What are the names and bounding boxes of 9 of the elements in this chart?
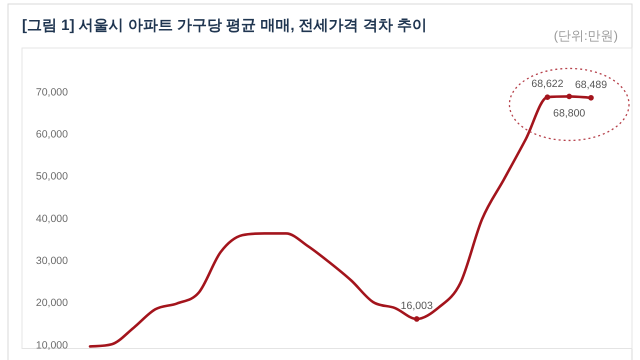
title: [그림 1] 서울시 아파트 가구당 평균 매매, 전세가격 격차 추이 xyxy=(22,17,428,34)
y-tick-label: 70,000 xyxy=(36,86,68,98)
y-tick-label: 10,000 xyxy=(36,339,68,352)
y-tick-label: 50,000 xyxy=(36,170,68,183)
y-tick-label: 20,000 xyxy=(36,297,68,310)
y-tick-label: 60,000 xyxy=(36,128,68,141)
y-tick-label: 30,000 xyxy=(36,254,68,267)
annotation: (단위:만원) xyxy=(554,28,618,43)
y-tick-label: 40,000 xyxy=(36,212,68,225)
